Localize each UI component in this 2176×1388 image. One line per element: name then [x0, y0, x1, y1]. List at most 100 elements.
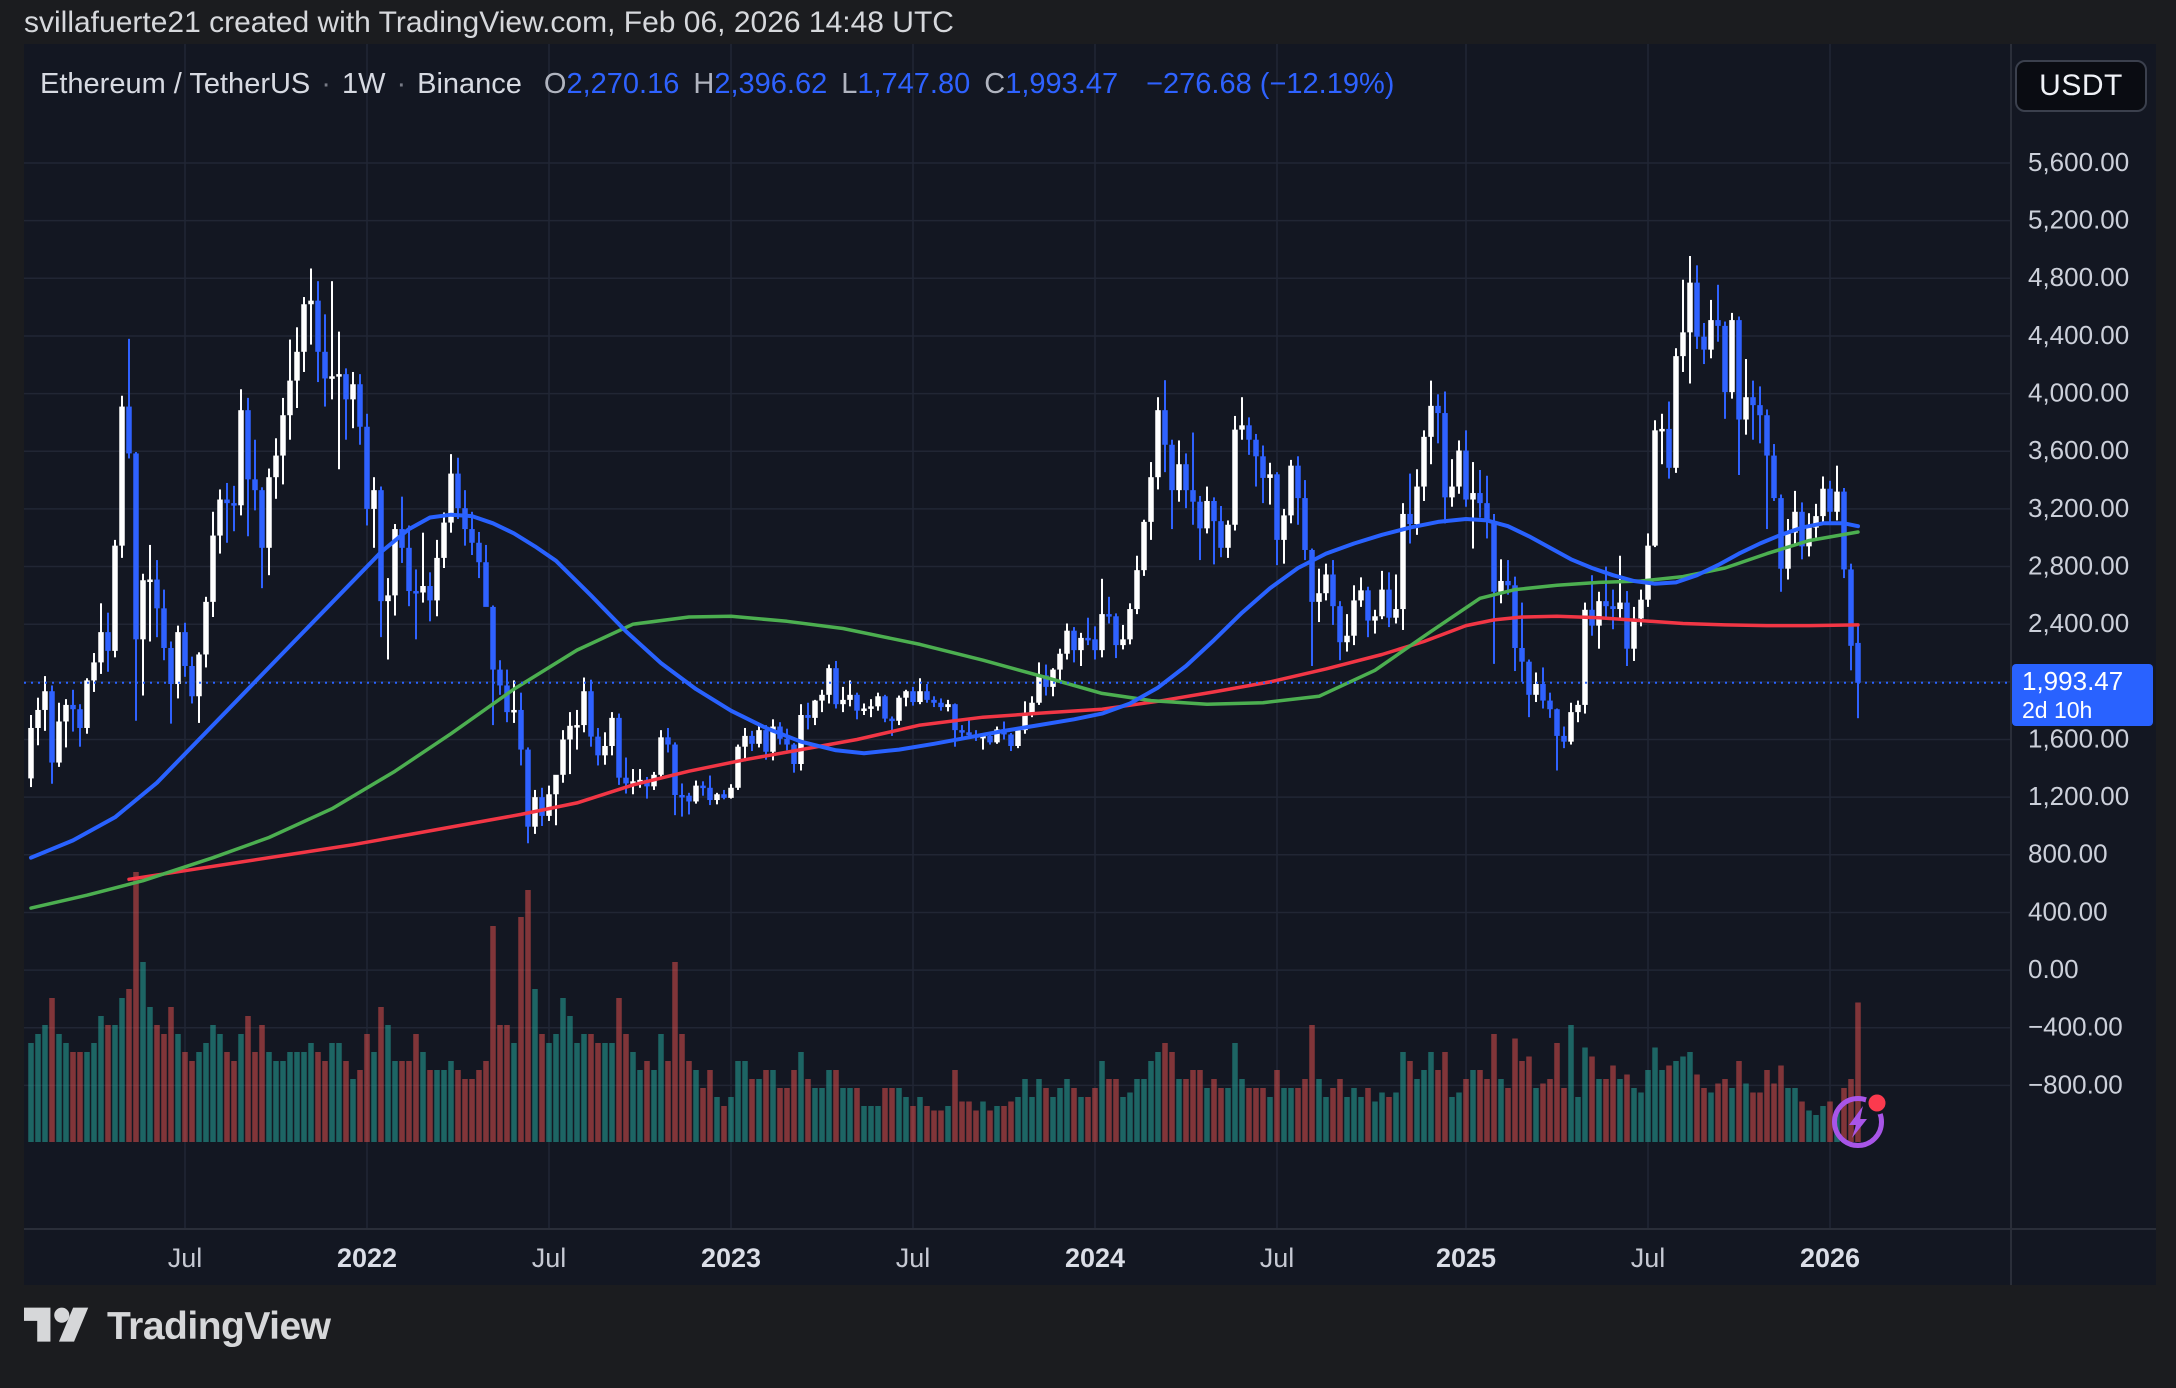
- flash-badge-dot: [1865, 1091, 1889, 1115]
- volume-bar: [1736, 1061, 1742, 1142]
- price-axis-label[interactable]: 400.00: [2028, 896, 2108, 926]
- price-axis-label[interactable]: −400.00: [2028, 1012, 2123, 1042]
- symbol-name[interactable]: Ethereum / TetherUS: [40, 68, 311, 100]
- volume-bar: [833, 1070, 839, 1142]
- chart-widget[interactable]: 5,600.00 5,200.00 4,800.00 4,400.00 4,000.00…: [24, 44, 2156, 1285]
- price-axis-label[interactable]: 3,600.00: [2028, 435, 2129, 465]
- candle-body: [1442, 413, 1448, 498]
- candle-body: [1274, 474, 1280, 540]
- currency-toggle-button[interactable]: USDT: [2015, 60, 2147, 112]
- time-axis-label[interactable]: 2026: [1800, 1243, 1860, 1273]
- price-axis-label[interactable]: 5,200.00: [2028, 205, 2129, 235]
- volume-bar: [980, 1101, 986, 1142]
- volume-bar: [1169, 1052, 1175, 1142]
- candle-body: [791, 744, 797, 765]
- volume-bar: [91, 1043, 97, 1142]
- time-axis-label[interactable]: Jul: [896, 1243, 931, 1273]
- price-axis-label[interactable]: 1,200.00: [2028, 781, 2129, 811]
- candle-body: [1064, 630, 1070, 654]
- time-axis-label[interactable]: Jul: [1631, 1243, 1666, 1273]
- volume-bar: [1463, 1079, 1469, 1142]
- candle-body: [217, 499, 223, 536]
- price-axis-label[interactable]: 1,600.00: [2028, 723, 2129, 753]
- volume-bar: [1260, 1088, 1266, 1142]
- volume-bar: [392, 1061, 398, 1142]
- volume-bar: [217, 1034, 223, 1142]
- candle-body: [1239, 425, 1245, 430]
- candle-body: [1827, 488, 1833, 512]
- candle-body: [840, 699, 846, 705]
- flash-icon[interactable]: [1832, 1096, 1884, 1148]
- volume-bar: [1316, 1079, 1322, 1142]
- exchange-label[interactable]: Binance: [417, 68, 522, 100]
- price-axis-label[interactable]: 3,200.00: [2028, 493, 2129, 523]
- volume-bar: [854, 1088, 860, 1142]
- volume-bar: [1190, 1070, 1196, 1142]
- volume-bar: [630, 1052, 636, 1142]
- time-axis-label[interactable]: Jul: [168, 1243, 203, 1273]
- volume-bar: [1099, 1061, 1105, 1142]
- price-chart-canvas[interactable]: 5,600.00 5,200.00 4,800.00 4,400.00 4,000.00…: [24, 44, 2156, 1285]
- price-axis-label[interactable]: 0.00: [2028, 954, 2079, 984]
- interval-label[interactable]: 1W: [341, 68, 386, 100]
- volume-bar: [1204, 1088, 1210, 1142]
- candle-body: [1071, 630, 1077, 651]
- volume-bar: [560, 998, 566, 1142]
- time-axis-label[interactable]: Jul: [1260, 1243, 1295, 1273]
- candle-body: [1414, 486, 1420, 525]
- price-axis-label[interactable]: 2,800.00: [2028, 550, 2129, 580]
- candle-body: [1813, 516, 1819, 528]
- candle-body: [259, 490, 265, 548]
- candle-body: [658, 737, 664, 775]
- price-axis-label[interactable]: 2,400.00: [2028, 608, 2129, 638]
- volume-bar: [287, 1052, 293, 1142]
- time-axis-label[interactable]: Jul: [532, 1243, 567, 1273]
- volume-bar: [756, 1079, 762, 1142]
- price-axis-label[interactable]: 800.00: [2028, 839, 2108, 869]
- volume-bar: [42, 1025, 48, 1142]
- volume-bar: [707, 1070, 713, 1142]
- time-axis-label[interactable]: 2023: [701, 1243, 761, 1273]
- price-axis-label[interactable]: 4,000.00: [2028, 377, 2129, 407]
- candle-body: [1204, 500, 1210, 529]
- candle-body: [1260, 456, 1266, 478]
- candle-body: [364, 426, 370, 509]
- volume-bar: [1512, 1038, 1518, 1142]
- time-axis-label[interactable]: 2024: [1065, 1243, 1125, 1273]
- volume-bar: [1022, 1079, 1028, 1142]
- volume-bar: [371, 1052, 377, 1142]
- price-axis-label[interactable]: 4,400.00: [2028, 320, 2129, 350]
- candle-body: [245, 410, 251, 480]
- volume-bar: [686, 1061, 692, 1142]
- tradingview-logo-icon[interactable]: [24, 1300, 92, 1353]
- volume-bar: [1449, 1097, 1455, 1142]
- volume-bar: [1673, 1061, 1679, 1142]
- volume-bar: [119, 998, 125, 1142]
- price-axis-label[interactable]: 5,600.00: [2028, 147, 2129, 177]
- time-axis-label[interactable]: 2025: [1436, 1243, 1496, 1273]
- candle-body: [1694, 282, 1700, 337]
- candle-body: [1127, 609, 1133, 640]
- volume-bar: [49, 998, 55, 1142]
- volume-bar: [1281, 1088, 1287, 1142]
- price-axis-label[interactable]: −800.00: [2028, 1069, 2123, 1099]
- candle-body: [483, 562, 489, 607]
- candle-body: [1246, 425, 1252, 440]
- candle-body: [420, 586, 426, 593]
- candle-body: [882, 696, 888, 719]
- volume-bar: [1568, 1025, 1574, 1142]
- candle-body: [581, 691, 587, 726]
- volume-bar: [1323, 1097, 1329, 1142]
- volume-bar: [1519, 1061, 1525, 1142]
- volume-bar: [1309, 1025, 1315, 1142]
- tradingview-logo-text[interactable]: TradingView: [107, 1304, 331, 1348]
- volume-bar: [385, 1025, 391, 1142]
- candle-body: [833, 668, 839, 705]
- volume-bar: [427, 1070, 433, 1142]
- volume-bar: [224, 1052, 230, 1142]
- volume-bar: [1120, 1097, 1126, 1142]
- volume-bar: [280, 1061, 286, 1142]
- time-axis-label[interactable]: 2022: [337, 1243, 397, 1273]
- volume-bar: [203, 1043, 209, 1142]
- price-axis-label[interactable]: 4,800.00: [2028, 262, 2129, 292]
